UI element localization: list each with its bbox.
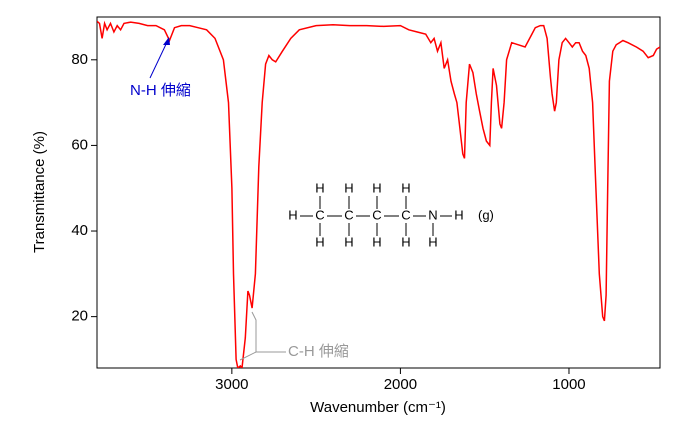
annotation: N-H 伸縮 — [130, 82, 191, 99]
atom-label: H — [315, 180, 324, 195]
annotation-leader — [239, 311, 286, 361]
atom-label: H — [372, 180, 381, 195]
y-axis-label: Transmittance (%) — [31, 131, 48, 253]
atom-label: H — [454, 207, 463, 222]
plot-frame — [96, 16, 661, 369]
atom-label: C — [372, 207, 381, 222]
atom-label: H — [372, 234, 381, 249]
y-tick-label: 80 — [71, 51, 88, 68]
atom-label: H — [288, 207, 297, 222]
atom-label: N — [428, 207, 437, 222]
atom-label: H — [428, 234, 437, 249]
y-tick-label: 60 — [71, 136, 88, 153]
x-axis-label: Wavenumber (cm⁻¹) — [310, 399, 446, 416]
atom-label: C — [315, 207, 324, 222]
atom-label: C — [401, 207, 410, 222]
y-tick-label: 40 — [71, 222, 88, 239]
annotation-arrow — [149, 39, 169, 79]
annotation: C-H 伸縮 — [288, 343, 349, 360]
x-tick-label: 3000 — [215, 376, 248, 393]
atom-label: H — [315, 234, 324, 249]
atom-label: (g) — [478, 207, 494, 222]
atom-label: H — [401, 180, 410, 195]
atom-label: H — [401, 234, 410, 249]
atom-label: C — [344, 207, 353, 222]
y-tick-label: 20 — [71, 308, 88, 325]
x-tick-label: 1000 — [552, 376, 585, 393]
atom-label: H — [344, 180, 353, 195]
atom-label: H — [344, 234, 353, 249]
spectrum-line — [97, 20, 660, 368]
x-tick-label: 2000 — [384, 376, 417, 393]
annotation-arrowhead — [163, 37, 170, 45]
